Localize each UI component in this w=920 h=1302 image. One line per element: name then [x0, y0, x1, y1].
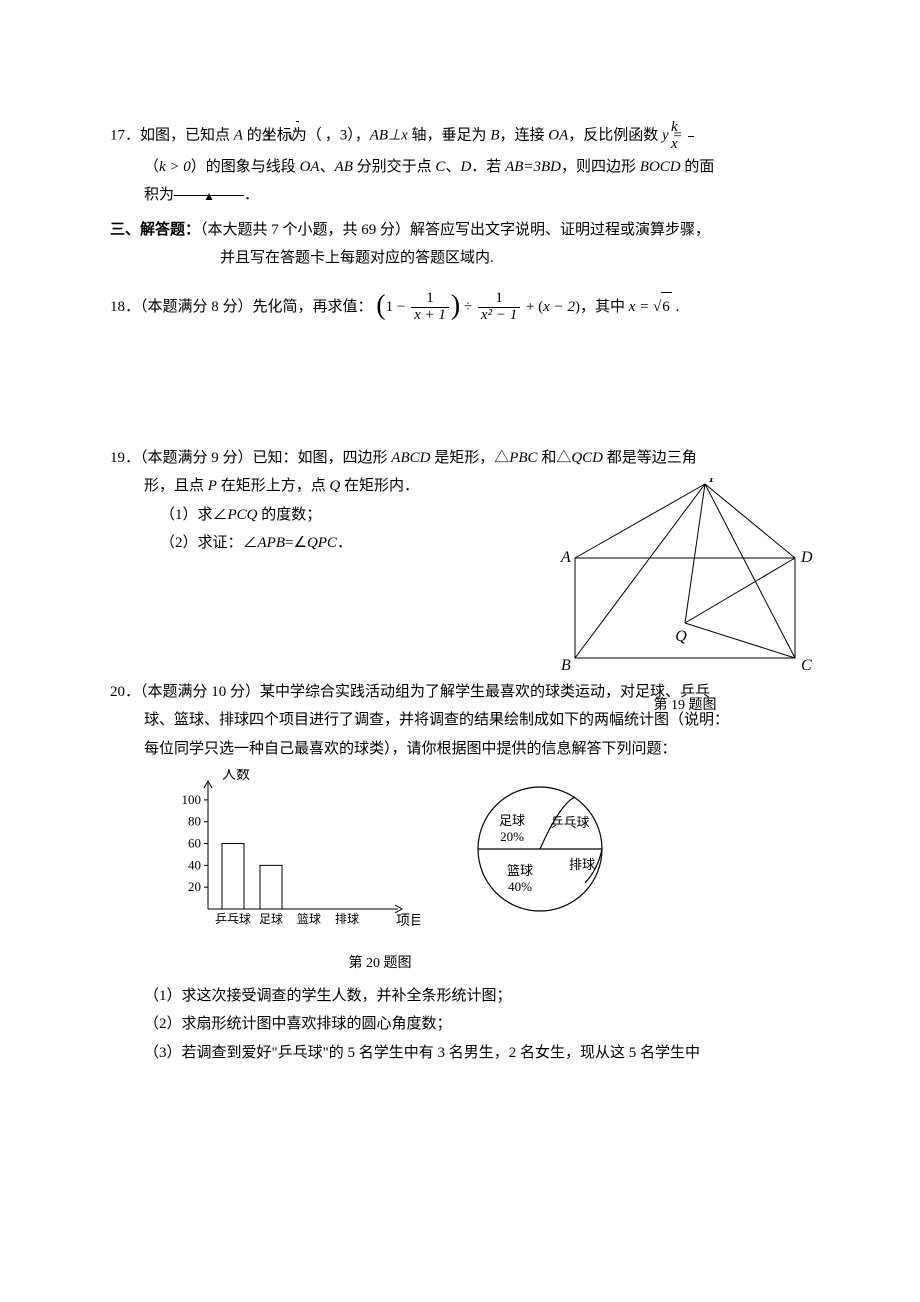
svg-text:乒乓球: 乒乓球 [215, 912, 251, 926]
svg-text:篮球: 篮球 [507, 863, 533, 878]
section-3-header: 三、解答题：（本大题共 7 个小题，共 69 分）解答应写出文字说明、证明过程或… [110, 216, 820, 273]
q20-p3: （3）若调查到爱好"乒乓球"的 5 名学生中有 3 名男生，2 名女生，现从这 … [110, 1039, 820, 1068]
q19-num: 19． [110, 450, 140, 466]
svg-text:60: 60 [188, 836, 201, 851]
q18-num: 18． [110, 299, 140, 315]
fig19: P A D B C Q 第 19 题图 [555, 478, 815, 719]
q19-line1: 19．（本题满分 9 分）已知：如图，四边形 ABCD 是矩形，△PBC 和△Q… [110, 444, 820, 473]
sqrt6: 6 [653, 292, 672, 322]
svg-text:排球: 排球 [569, 857, 595, 872]
q20-l3: 每位同学只选一种自己最喜欢的球类），请你根据图中提供的信息解答下列问题： [110, 735, 820, 764]
svg-text:A: A [560, 549, 571, 566]
paren-left-icon: ( [376, 290, 385, 321]
svg-text:D: D [800, 549, 813, 566]
svg-text:C: C [801, 657, 812, 674]
fig20: 20406080100人数项目乒乓球足球篮球排球 足球20%乒乓球排球篮球40%… [170, 769, 820, 978]
fig19-svg: P A D B C Q [555, 478, 815, 678]
bar-chart: 20 40 60 80 100 人数项目 乒乓球足球篮球排球 [170, 769, 420, 949]
q17: 17．如图，已知点 A 的坐标为（3，3），AB⊥x 轴，垂足为 B，连接 OA… [110, 120, 820, 210]
page-root: 17．如图，已知点 A 的坐标为（3，3），AB⊥x 轴，垂足为 B，连接 OA… [0, 0, 920, 1127]
svg-text:20: 20 [188, 879, 201, 894]
q17-num: 17． [110, 128, 140, 144]
q17-line3: 积为▲． [144, 181, 820, 210]
svg-text:B: B [561, 657, 571, 674]
q17-line1: 17．如图，已知点 A 的坐标为（3，3），AB⊥x 轴，垂足为 B，连接 OA… [144, 120, 820, 153]
q20: 20．（本题满分 10 分）某中学综合实践活动组为了解学生最喜欢的球类运动，对足… [110, 678, 820, 1068]
svg-text:40: 40 [188, 858, 201, 873]
q20-p2: （2）求扇形统计图中喜欢排球的圆心角度数； [110, 1010, 820, 1039]
pie-chart: 足球20% 乒乓球排球 篮球40% [470, 779, 620, 929]
q20-p1: （1）求这次接受调查的学生人数，并补全条形统计图； [110, 982, 820, 1011]
sec3-body-cont: 并且写在答题卡上每题对应的答题区域内. [110, 244, 820, 273]
svg-text:足球: 足球 [499, 813, 525, 828]
svg-text:篮球: 篮球 [297, 911, 321, 926]
fig20-caption: 第 20 题图 [170, 951, 590, 978]
sec3-head: 三、解答题： [110, 222, 200, 238]
q20-num: 20． [110, 684, 140, 700]
svg-text:20%: 20% [500, 829, 524, 844]
svg-text:Q: Q [675, 628, 687, 645]
svg-text:P: P [708, 478, 719, 486]
fig19-caption: 第 19 题图 [555, 693, 815, 720]
svg-text:80: 80 [188, 814, 201, 829]
svg-text:排球: 排球 [335, 912, 359, 926]
q18: 18．（本题满分 8 分）先化简，再求值： (1 − 1x + 1) ÷ 1x²… [110, 281, 820, 334]
svg-text:人数: 人数 [222, 769, 250, 783]
answer-blank: ▲ [174, 181, 244, 196]
svg-text:足球: 足球 [259, 912, 283, 926]
svg-text:乒乓球: 乒乓球 [550, 815, 589, 830]
svg-text:项目: 项目 [396, 914, 420, 929]
sqrt3: 3 [322, 121, 325, 151]
q17-line2: （k > 0）的图象与线段 OA、AB 分别交于点 C、D．若 AB=3BD，则… [144, 153, 820, 182]
paren-right-icon: ) [451, 290, 460, 321]
frac-k-over-x: kx [688, 120, 694, 153]
svg-text:40%: 40% [508, 879, 532, 894]
svg-text:100: 100 [182, 792, 202, 807]
